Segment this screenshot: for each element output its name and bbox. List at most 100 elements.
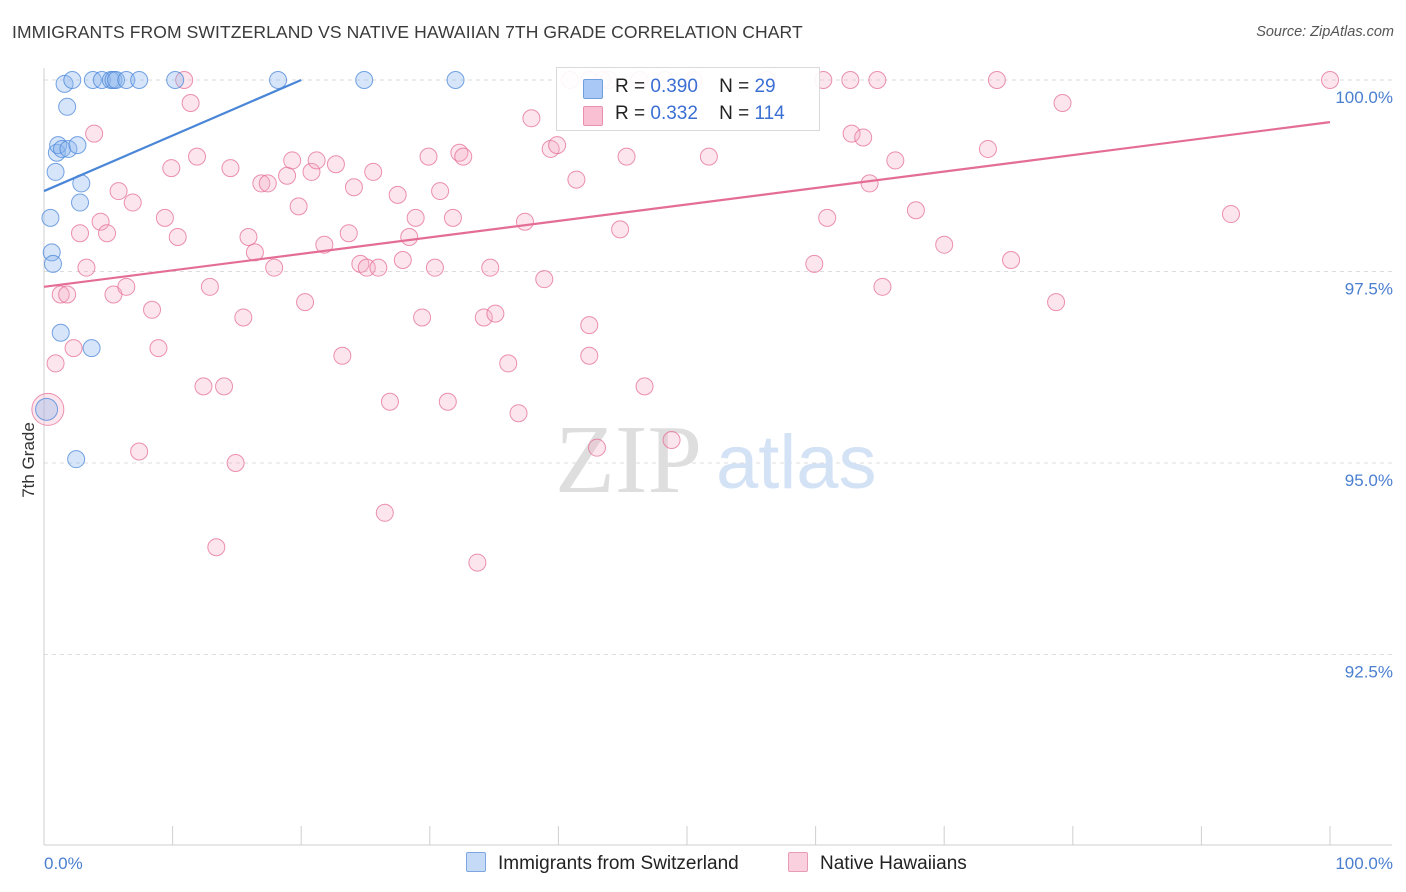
hawaiian-point — [296, 293, 315, 312]
hawaiian-point — [499, 354, 518, 373]
switzerland-point — [269, 71, 288, 89]
trend-layer — [43, 78, 1331, 288]
hawaiian-point — [481, 258, 500, 277]
hawaiian-point — [207, 538, 226, 557]
bottom-legend-swatch-switzerland — [466, 852, 486, 872]
hawaiian-point — [339, 224, 358, 243]
hawaiian-point — [181, 93, 200, 112]
watermark-zip: ZIP — [555, 406, 702, 514]
hawaiian-point — [31, 392, 65, 426]
switzerland-point — [82, 339, 101, 358]
hawaiian-point — [406, 208, 425, 227]
hawaiian-point — [234, 308, 253, 327]
hawaiian-point — [278, 166, 297, 185]
hawaiian-point — [221, 159, 240, 178]
hawaiian-point — [162, 159, 181, 178]
switzerland-point — [53, 139, 72, 158]
y-tick-label: 95.0% — [1345, 471, 1393, 490]
hawaiian-point — [868, 71, 887, 89]
r-label: R = — [615, 76, 646, 97]
y-tick-label: 100.0% — [1335, 88, 1393, 107]
hawaiian-point — [842, 124, 861, 143]
hawaiian-point — [364, 162, 383, 181]
hawaiian-point — [77, 258, 96, 277]
hawaiian-point — [522, 109, 541, 128]
hawaiian-point — [1221, 205, 1240, 224]
hawaiian-point — [326, 155, 345, 174]
hawaiian-point — [662, 431, 681, 450]
hawaiian-point — [258, 174, 277, 193]
legend-swatch-hawaiian — [583, 106, 603, 126]
switzerland-point — [59, 139, 78, 158]
hawaiian-point — [454, 147, 473, 166]
hawaiian-point — [143, 300, 162, 319]
hawaiian-trendline — [43, 121, 1331, 288]
hawaiian-point — [226, 454, 245, 472]
y-tick-label: 92.5% — [1345, 663, 1393, 682]
hawaiian-point — [149, 339, 168, 358]
n-value-switzerland: 29 — [754, 76, 776, 97]
chart-title: IMMIGRANTS FROM SWITZERLAND VS NATIVE HA… — [12, 22, 803, 42]
switzerland-point — [107, 71, 126, 89]
hawaiian-point — [419, 147, 438, 166]
hawaiian-point — [873, 277, 892, 296]
hawaiian-point — [283, 151, 302, 170]
hawaiian-point — [400, 228, 419, 247]
hawaiian-point — [468, 553, 487, 572]
switzerland-point — [446, 71, 465, 89]
bottom-legend-label-hawaiian: Native Hawaiians — [820, 853, 967, 874]
hawaiian-point — [239, 228, 258, 247]
hawaiian-point — [611, 220, 630, 239]
x-tick-label: 0.0% — [44, 854, 83, 873]
hawaiian-point — [302, 162, 321, 181]
watermark-atlas: atlas — [716, 420, 877, 505]
hawaiian-point — [860, 174, 879, 193]
hawaiian-point — [841, 71, 860, 89]
hawaiian-point — [431, 182, 450, 201]
hawaiian-point — [388, 185, 407, 204]
switzerland-point — [166, 71, 185, 89]
hawaiian-point — [413, 308, 432, 327]
hawaiian-point — [64, 339, 83, 358]
switzerland-point — [117, 71, 136, 89]
hawaiian-point — [1321, 71, 1339, 89]
switzerland-point — [46, 162, 65, 181]
x-tick-label: 100.0% — [1335, 854, 1393, 873]
hawaiian-point — [443, 208, 462, 227]
hawaiian-point — [393, 251, 412, 270]
switzerland-point — [41, 208, 60, 227]
hawaiian-point — [333, 346, 352, 365]
hawaiian-point — [699, 147, 718, 166]
n-value-hawaiian: 114 — [754, 103, 785, 124]
axes — [43, 68, 1392, 846]
switzerland-trendline — [43, 78, 302, 193]
hawaiian-point — [474, 308, 493, 327]
hawaiian-point — [130, 442, 149, 461]
source-label: Source: ZipAtlas.com — [1256, 24, 1394, 40]
hawaiian-point — [215, 377, 234, 396]
hawaiian-point — [194, 377, 213, 396]
hawaiian-point — [58, 285, 77, 304]
hawaiian-point — [51, 285, 70, 304]
r-value-switzerland: 0.390 — [650, 76, 698, 97]
hawaiian-point — [509, 404, 528, 423]
hawaiian-point — [369, 258, 388, 277]
r-value-hawaiian: 0.332 — [650, 103, 698, 124]
hawaiian-point — [978, 139, 997, 158]
switzerland-point — [35, 397, 59, 421]
tick-labels: 100.0% 97.5% 95.0% 92.5% 0.0% 100.0% — [44, 88, 1393, 873]
legend-swatch-switzerland — [583, 79, 603, 99]
stats-legend: R = 0.390 N = 29 R = 0.332 N = 114 — [556, 67, 820, 131]
hawaiian-point — [155, 208, 174, 227]
switzerland-point — [42, 243, 61, 262]
n-label: N = — [719, 103, 750, 124]
hawaiian-point — [580, 316, 599, 335]
hawaiian-point — [548, 136, 567, 155]
switzerland-point — [44, 254, 63, 273]
hawaiian-point — [123, 193, 142, 212]
hawaiian-point — [486, 304, 505, 323]
watermark: ZIP atlas — [555, 406, 877, 514]
hawaiian-point — [515, 212, 534, 231]
hawaiian-point — [98, 224, 117, 243]
